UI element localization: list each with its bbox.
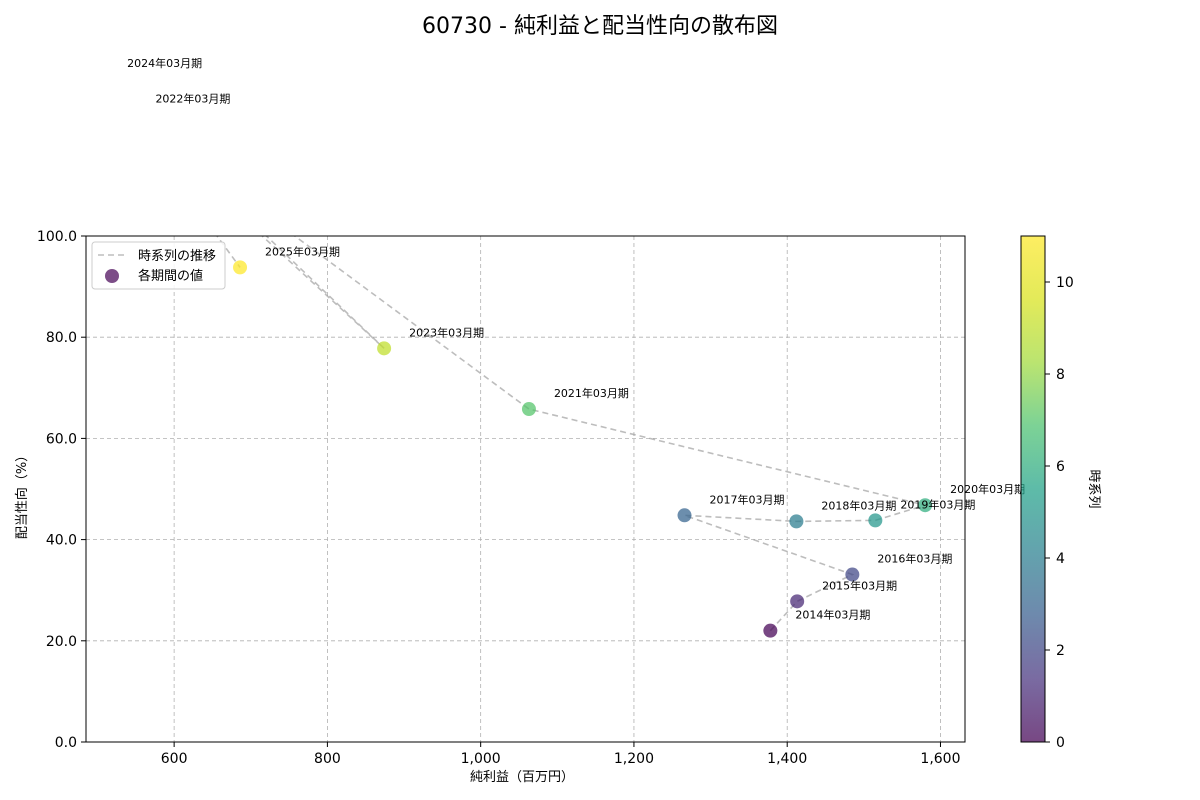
x-tick-label: 1,400: [767, 751, 807, 767]
x-tick-label: 800: [314, 751, 341, 767]
colorbar-tick-label: 4: [1056, 551, 1065, 567]
data-point: [845, 567, 860, 582]
data-point: [790, 594, 805, 609]
y-tick-label: 80.0: [46, 330, 77, 346]
point-label: 2014年03月期: [795, 608, 870, 622]
legend-point-swatch: [105, 269, 119, 283]
x-tick-label: 600: [161, 751, 188, 767]
colorbar-tick-label: 2: [1056, 643, 1065, 659]
colorbar-tick-label: 6: [1056, 459, 1065, 475]
point-label: 2020年03月期: [950, 482, 1025, 496]
x-axis-label: 純利益（百万円）: [470, 770, 574, 785]
point-label: 2018年03月期: [821, 498, 896, 512]
plot-frame: [85, 235, 966, 743]
data-point: [789, 514, 804, 529]
data-point: [521, 402, 536, 417]
y-axis-label: 配当性向（%）: [14, 449, 30, 539]
data-point: [677, 508, 692, 523]
data-point: [918, 498, 933, 513]
legend-point-label: 各期間の値: [138, 268, 203, 284]
point-label: 2021年03月期: [554, 386, 629, 400]
data-point: [377, 341, 392, 356]
colorbar-tick-label: 10: [1056, 275, 1074, 291]
data-point: [123, 108, 137, 122]
point-label: 2025年03月期: [265, 244, 340, 258]
colorbar-tick-label: 8: [1056, 367, 1065, 383]
legend-box: [91, 241, 226, 290]
colorbar-ticks: 0 2 4 6 8 10: [1045, 275, 1074, 751]
trend-polyline: [216, 236, 929, 632]
point-label: 2019年03月期: [900, 497, 975, 511]
colorbar-tick-label: 0: [1056, 735, 1065, 751]
point-labels: 2014年03月期 2015年03月期 2016年03月期 2017年03月期 2018…: [127, 56, 1025, 622]
point-label: 2017年03月期: [710, 492, 785, 506]
legend-trend-label: 時系列の推移: [138, 249, 216, 264]
point-label: 2023年03月期: [409, 325, 484, 339]
x-tick-label: 1,200: [614, 751, 654, 767]
data-points: [95, 72, 933, 638]
y-tick-label: 60.0: [46, 431, 77, 447]
y-tick-label: 40.0: [46, 533, 77, 549]
point-label: 2022年03月期: [155, 92, 230, 106]
point-label: 2024年03月期: [127, 56, 202, 70]
data-point: [95, 72, 109, 86]
data-point: [868, 513, 883, 528]
point-label: 2016年03月期: [877, 552, 952, 566]
data-point: [763, 623, 778, 638]
colorbar-label: 時系列: [1086, 469, 1101, 508]
trend-line: [216, 236, 929, 632]
x-tick-label: 1,000: [461, 751, 501, 767]
x-axis-ticks: 600 800 1,000 1,200 1,400 1,600: [161, 742, 961, 767]
y-axis-ticks: 0.0 20.0 40.0 60.0 80.0 100.0: [37, 229, 86, 751]
chart-title: 60730 - 純利益と配当性向の散布図: [422, 14, 778, 39]
y-tick-label: 20.0: [46, 634, 77, 650]
colorbar-gradient: [1020, 235, 1046, 743]
legend: 時系列の推移 各期間の値: [91, 241, 226, 290]
point-label: 2015年03月期: [822, 578, 897, 592]
colorbar: 0 2 4 6 8 10 時系列: [1020, 235, 1101, 751]
grid-lines: [86, 235, 965, 743]
data-point: [233, 260, 248, 275]
x-tick-label: 1,600: [920, 751, 960, 767]
y-tick-label: 0.0: [55, 735, 77, 751]
y-tick-label: 100.0: [37, 229, 77, 245]
